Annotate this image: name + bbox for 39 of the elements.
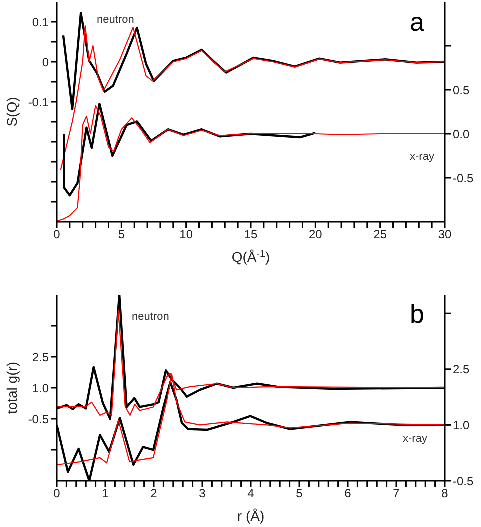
- y-tick-label: 2.5: [32, 350, 50, 364]
- y-axis-title: S(Q): [4, 97, 20, 127]
- x-tick-label: 15: [244, 228, 258, 242]
- y-axis-title: total g(r): [4, 362, 20, 414]
- annotation: neutron: [97, 14, 134, 26]
- x-tick-label: 6: [344, 486, 352, 501]
- annotation: x-ray: [403, 433, 428, 445]
- x-tick-label: 2: [150, 486, 158, 501]
- y-tick-label: 0.1: [32, 15, 50, 30]
- x-tick-label: 10: [180, 228, 194, 242]
- x-tick-label: 5: [118, 228, 126, 242]
- annotation: b: [410, 299, 424, 329]
- line-series: [63, 102, 317, 197]
- y2-tick-label: 1.0: [453, 418, 470, 432]
- x-tick-label: 0: [54, 486, 61, 501]
- x-tick-label: 25: [374, 228, 388, 242]
- y2-tick-label: 2.5: [453, 362, 470, 377]
- x-axis-title: r (Å): [237, 508, 265, 524]
- x-tick-label: 0: [54, 228, 61, 242]
- y-tick-label: 0: [42, 55, 50, 70]
- x-tick-label: 8: [442, 486, 449, 501]
- y2-tick-label: -0.5: [453, 171, 474, 186]
- y-tick-label: 1.0: [32, 381, 50, 396]
- x-tick-label: 5: [296, 486, 304, 501]
- y-tick-label: -0.5: [28, 412, 50, 426]
- x-axis-title: Q(Å$^{-1}$): [232, 248, 270, 265]
- x-tick-label: 3: [199, 486, 206, 501]
- x-tick-label: 20: [308, 228, 323, 242]
- x-tick-label: 30: [438, 228, 452, 242]
- annotation: x-ray: [410, 151, 434, 163]
- x-tick-label: 4: [248, 486, 255, 501]
- y2-tick-label: 0.0: [453, 127, 470, 142]
- x-tick-label: 1: [102, 486, 110, 501]
- y-tick-label: -0.1: [28, 95, 50, 110]
- annotation: a: [410, 7, 424, 37]
- y2-tick-label: 0.5: [453, 83, 470, 98]
- annotation: neutron: [132, 311, 170, 323]
- x-tick-label: 7: [393, 486, 400, 501]
- y2-tick-label: -0.5: [453, 474, 474, 488]
